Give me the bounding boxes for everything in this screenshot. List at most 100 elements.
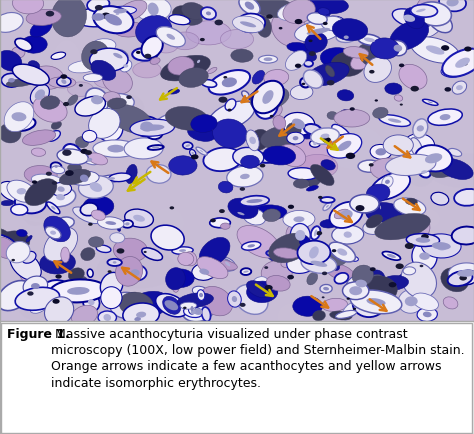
Ellipse shape: [94, 72, 124, 89]
Ellipse shape: [425, 154, 442, 164]
Ellipse shape: [15, 288, 60, 311]
Ellipse shape: [56, 217, 74, 229]
Ellipse shape: [30, 21, 52, 38]
Ellipse shape: [344, 232, 352, 238]
Ellipse shape: [242, 92, 249, 99]
Ellipse shape: [323, 17, 346, 32]
Ellipse shape: [448, 149, 462, 157]
Ellipse shape: [105, 222, 116, 225]
Ellipse shape: [125, 223, 129, 226]
Ellipse shape: [83, 197, 114, 217]
Ellipse shape: [125, 292, 169, 320]
Ellipse shape: [366, 215, 383, 228]
Ellipse shape: [311, 227, 320, 240]
Circle shape: [327, 81, 335, 86]
Ellipse shape: [146, 165, 171, 184]
Ellipse shape: [298, 155, 337, 179]
Ellipse shape: [210, 218, 230, 228]
Ellipse shape: [246, 281, 278, 303]
Circle shape: [264, 285, 273, 291]
Ellipse shape: [116, 13, 119, 16]
Ellipse shape: [108, 178, 115, 181]
Ellipse shape: [352, 266, 374, 286]
Ellipse shape: [0, 235, 17, 252]
Ellipse shape: [141, 37, 163, 59]
Ellipse shape: [417, 126, 424, 132]
Ellipse shape: [251, 277, 269, 296]
Ellipse shape: [336, 311, 356, 319]
Circle shape: [144, 251, 147, 253]
Ellipse shape: [11, 48, 25, 59]
Ellipse shape: [199, 238, 230, 267]
Ellipse shape: [190, 150, 196, 157]
Ellipse shape: [108, 259, 122, 266]
Ellipse shape: [239, 0, 260, 16]
Ellipse shape: [318, 9, 330, 16]
Ellipse shape: [17, 230, 27, 237]
Ellipse shape: [399, 161, 415, 171]
Ellipse shape: [163, 297, 181, 315]
Ellipse shape: [115, 145, 125, 152]
Ellipse shape: [389, 41, 407, 56]
Ellipse shape: [177, 293, 213, 308]
Ellipse shape: [410, 7, 432, 16]
Ellipse shape: [51, 122, 62, 130]
Ellipse shape: [179, 250, 186, 252]
Ellipse shape: [413, 0, 474, 23]
Ellipse shape: [105, 21, 115, 31]
Ellipse shape: [266, 276, 290, 291]
Circle shape: [445, 88, 451, 92]
Ellipse shape: [128, 293, 139, 300]
Ellipse shape: [250, 87, 289, 111]
Ellipse shape: [172, 247, 193, 255]
Ellipse shape: [51, 207, 55, 210]
Circle shape: [46, 172, 52, 176]
Ellipse shape: [121, 299, 157, 335]
Ellipse shape: [187, 18, 202, 26]
Ellipse shape: [88, 154, 108, 165]
Ellipse shape: [211, 258, 234, 271]
Ellipse shape: [167, 270, 194, 288]
Ellipse shape: [132, 49, 157, 62]
Ellipse shape: [73, 207, 100, 224]
Ellipse shape: [326, 205, 329, 208]
Ellipse shape: [428, 110, 462, 126]
Ellipse shape: [22, 131, 55, 146]
Ellipse shape: [234, 211, 248, 217]
Ellipse shape: [152, 147, 159, 149]
Ellipse shape: [225, 262, 230, 267]
Ellipse shape: [286, 221, 309, 243]
Ellipse shape: [188, 126, 216, 142]
Ellipse shape: [329, 243, 356, 262]
Ellipse shape: [310, 165, 334, 186]
Ellipse shape: [264, 58, 273, 62]
Circle shape: [95, 6, 103, 11]
Ellipse shape: [0, 51, 22, 72]
Ellipse shape: [382, 176, 393, 188]
Ellipse shape: [371, 173, 410, 200]
Ellipse shape: [334, 110, 370, 128]
Circle shape: [350, 108, 355, 112]
Ellipse shape: [393, 46, 402, 53]
Ellipse shape: [129, 314, 146, 325]
Ellipse shape: [266, 250, 295, 258]
Ellipse shape: [314, 230, 317, 237]
Ellipse shape: [360, 275, 384, 296]
Circle shape: [101, 13, 110, 20]
Ellipse shape: [35, 90, 45, 101]
Ellipse shape: [412, 293, 438, 311]
Ellipse shape: [201, 80, 217, 88]
Ellipse shape: [278, 145, 306, 167]
Ellipse shape: [155, 294, 187, 317]
Circle shape: [126, 96, 132, 100]
Ellipse shape: [69, 172, 99, 186]
Ellipse shape: [394, 95, 403, 102]
Ellipse shape: [206, 13, 211, 16]
Ellipse shape: [0, 237, 18, 259]
Circle shape: [88, 223, 93, 226]
Ellipse shape: [31, 283, 40, 289]
Ellipse shape: [320, 134, 329, 139]
Ellipse shape: [428, 154, 474, 189]
Ellipse shape: [22, 252, 36, 263]
Ellipse shape: [83, 75, 102, 82]
